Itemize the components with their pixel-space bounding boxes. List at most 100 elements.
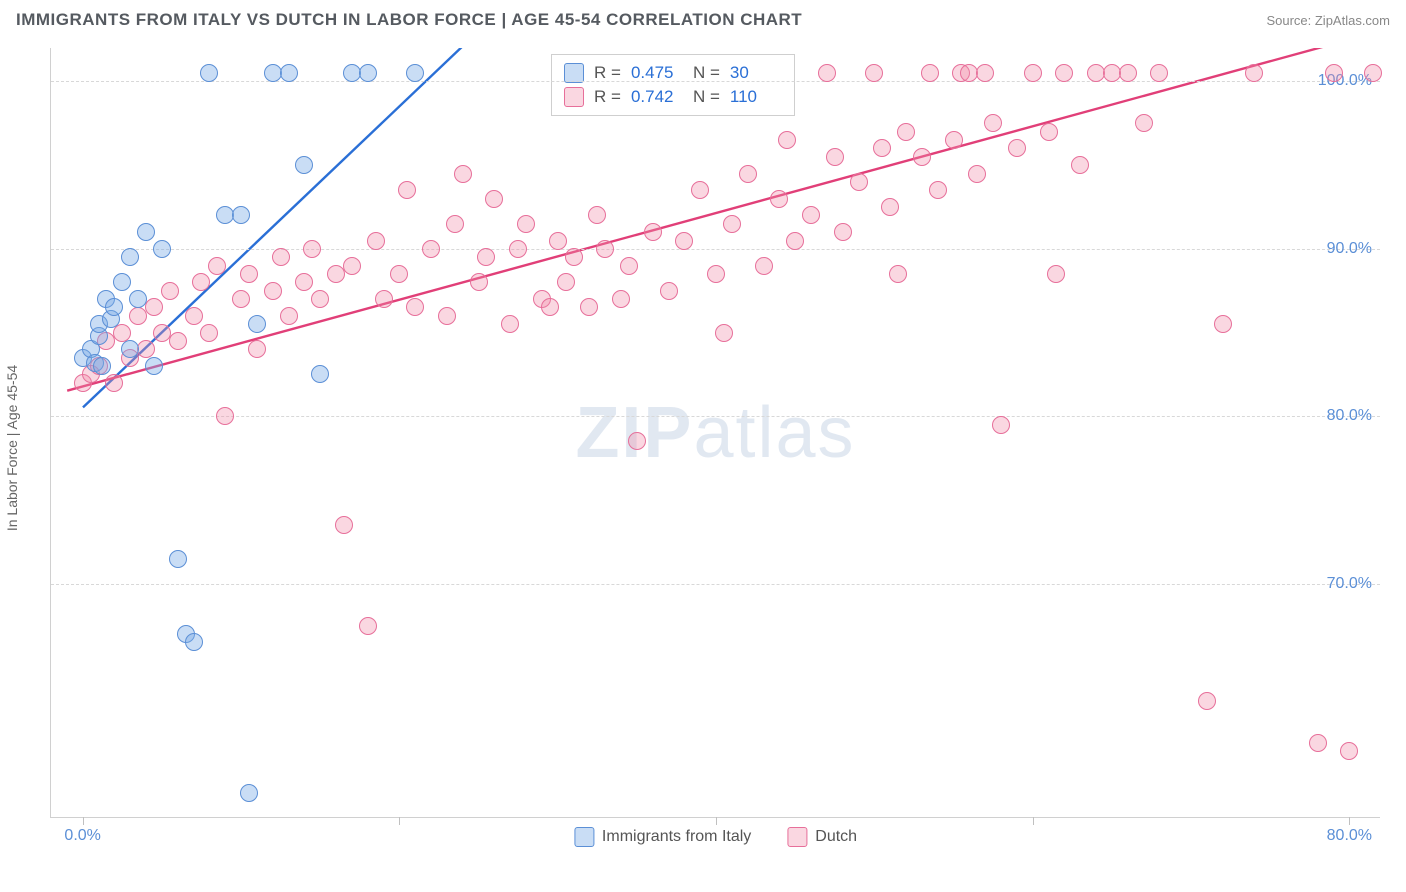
data-point xyxy=(1119,64,1137,82)
data-point xyxy=(438,307,456,325)
data-point xyxy=(897,123,915,141)
data-point xyxy=(1198,692,1216,710)
data-point xyxy=(1150,64,1168,82)
legend-swatch xyxy=(564,87,584,107)
legend-item: Dutch xyxy=(787,827,857,847)
x-tick xyxy=(716,817,717,825)
data-point xyxy=(818,64,836,82)
data-point xyxy=(929,181,947,199)
data-point xyxy=(93,357,111,375)
data-point xyxy=(121,340,139,358)
plot-area: ZIPatlas R =0.475N =30R =0.742N =110 Imm… xyxy=(50,48,1380,818)
data-point xyxy=(976,64,994,82)
gridline xyxy=(51,249,1380,250)
gridline xyxy=(51,81,1380,82)
data-point xyxy=(850,173,868,191)
data-point xyxy=(359,617,377,635)
data-point xyxy=(343,257,361,275)
data-point xyxy=(232,290,250,308)
data-point xyxy=(1024,64,1042,82)
data-point xyxy=(612,290,630,308)
data-point xyxy=(303,240,321,258)
gridline xyxy=(51,584,1380,585)
data-point xyxy=(272,248,290,266)
watermark: ZIPatlas xyxy=(575,392,855,474)
y-axis-label: In Labor Force | Age 45-54 xyxy=(4,365,20,531)
data-point xyxy=(1245,64,1263,82)
data-point xyxy=(707,265,725,283)
data-point xyxy=(596,240,614,258)
data-point xyxy=(802,206,820,224)
data-point xyxy=(248,340,266,358)
data-point xyxy=(501,315,519,333)
data-point xyxy=(1008,139,1026,157)
data-point xyxy=(588,206,606,224)
data-point xyxy=(145,357,163,375)
gridline xyxy=(51,416,1380,417)
data-point xyxy=(105,374,123,392)
trend-lines-layer xyxy=(51,48,1380,817)
data-point xyxy=(208,257,226,275)
data-point xyxy=(280,64,298,82)
data-point xyxy=(248,315,266,333)
data-point xyxy=(968,165,986,183)
data-point xyxy=(105,298,123,316)
data-point xyxy=(541,298,559,316)
legend-label: Immigrants from Italy xyxy=(602,828,751,846)
data-point xyxy=(367,232,385,250)
data-point xyxy=(113,273,131,291)
data-point xyxy=(311,290,329,308)
x-tick-label: 0.0% xyxy=(64,827,100,845)
data-point xyxy=(335,516,353,534)
series-legend: Immigrants from Italy Dutch xyxy=(574,827,857,847)
data-point xyxy=(240,784,258,802)
data-point xyxy=(232,206,250,224)
legend-swatch xyxy=(564,63,584,83)
data-point xyxy=(755,257,773,275)
data-point xyxy=(169,332,187,350)
data-point xyxy=(865,64,883,82)
y-tick-label: 80.0% xyxy=(1327,407,1372,425)
data-point xyxy=(1364,64,1382,82)
data-point xyxy=(675,232,693,250)
data-point xyxy=(984,114,1002,132)
x-tick xyxy=(83,817,84,825)
data-point xyxy=(1135,114,1153,132)
data-point xyxy=(295,273,313,291)
data-point xyxy=(477,248,495,266)
data-point xyxy=(580,298,598,316)
data-point xyxy=(826,148,844,166)
legend-item: Immigrants from Italy xyxy=(574,827,751,847)
data-point xyxy=(723,215,741,233)
data-point xyxy=(169,550,187,568)
data-point xyxy=(422,240,440,258)
chart-title: IMMIGRANTS FROM ITALY VS DUTCH IN LABOR … xyxy=(16,10,802,30)
data-point xyxy=(311,365,329,383)
data-point xyxy=(509,240,527,258)
data-point xyxy=(406,64,424,82)
data-point xyxy=(1055,64,1073,82)
data-point xyxy=(620,257,638,275)
data-point xyxy=(778,131,796,149)
data-point xyxy=(240,265,258,283)
data-point xyxy=(185,633,203,651)
data-point xyxy=(945,131,963,149)
data-point xyxy=(873,139,891,157)
data-point xyxy=(200,64,218,82)
data-point xyxy=(739,165,757,183)
data-point xyxy=(565,248,583,266)
data-point xyxy=(359,64,377,82)
data-point xyxy=(129,290,147,308)
y-tick-label: 90.0% xyxy=(1327,240,1372,258)
data-point xyxy=(1325,64,1343,82)
data-point xyxy=(153,240,171,258)
data-point xyxy=(715,324,733,342)
data-point xyxy=(200,324,218,342)
data-point xyxy=(913,148,931,166)
x-tick-label: 80.0% xyxy=(1327,827,1372,845)
data-point xyxy=(264,282,282,300)
x-tick xyxy=(1033,817,1034,825)
data-point xyxy=(549,232,567,250)
data-point xyxy=(454,165,472,183)
data-point xyxy=(470,273,488,291)
